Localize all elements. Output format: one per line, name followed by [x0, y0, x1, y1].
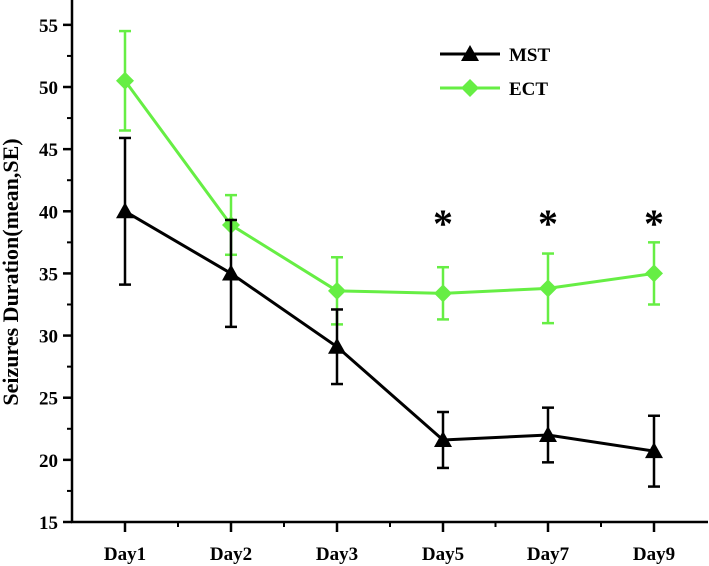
- mst-point: [116, 202, 134, 219]
- y-tick-label: 15: [39, 513, 58, 534]
- y-tick-label: 30: [39, 327, 58, 348]
- legend-item-ect: ECT: [440, 79, 548, 100]
- y-tick-label: 25: [39, 389, 58, 410]
- significance-asterisk: *: [644, 201, 664, 246]
- mst-point: [328, 337, 346, 354]
- ect-point: [645, 264, 663, 283]
- ect-point: [328, 281, 346, 300]
- x-tick-label: Day5: [422, 544, 464, 565]
- ect-point: [116, 71, 134, 90]
- y-tick-label: 50: [39, 78, 58, 99]
- mst-point: [645, 442, 663, 459]
- mst-point: [434, 430, 452, 447]
- y-axis-title: Seizures Duration(mean,SE): [0, 138, 23, 405]
- significance-asterisk: *: [433, 201, 453, 246]
- legend-ect-marker: [461, 79, 479, 97]
- ect-point: [434, 284, 452, 303]
- mst-point: [222, 264, 240, 281]
- legend-ect-label: ECT: [509, 79, 548, 100]
- significance-asterisk: *: [538, 201, 558, 246]
- series-mst: [116, 136, 663, 488]
- y-tick-label: 20: [39, 451, 58, 472]
- legend-item-mst: MST: [440, 45, 551, 66]
- mst-point: [539, 426, 557, 443]
- x-tick-label: Day9: [633, 544, 675, 565]
- mst-series-line: [124, 209, 655, 453]
- x-tick-label: Day2: [210, 544, 252, 565]
- legend-mst-marker: [461, 45, 479, 62]
- x-tick-label: Day3: [316, 544, 358, 565]
- x-tick-label: Day1: [104, 544, 146, 565]
- ect-point: [539, 279, 557, 298]
- ect-series-line: [123, 79, 655, 295]
- legend-mst-label: MST: [509, 45, 551, 66]
- x-tick-label: Day7: [527, 544, 570, 565]
- y-tick-label: 45: [39, 140, 58, 161]
- y-tick-label: 55: [39, 16, 58, 37]
- y-tick-label: 40: [39, 202, 58, 223]
- series-ect: [116, 29, 663, 326]
- y-tick-label: 35: [39, 264, 58, 285]
